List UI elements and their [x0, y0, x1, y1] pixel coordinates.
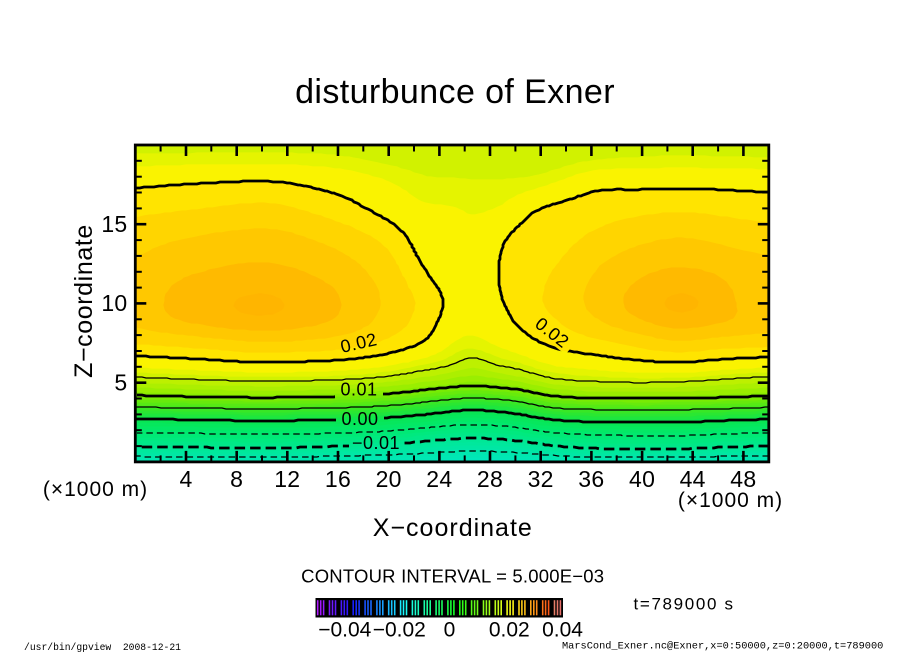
- svg-text:0.01: 0.01: [340, 380, 377, 400]
- svg-text:36: 36: [578, 466, 604, 492]
- svg-text:Z−coordinate: Z−coordinate: [70, 224, 98, 378]
- svg-text:12: 12: [274, 466, 300, 492]
- svg-text:5: 5: [114, 370, 127, 396]
- svg-text:28: 28: [477, 466, 503, 492]
- svg-text:40: 40: [629, 466, 655, 492]
- svg-text:(×1000 m): (×1000 m): [43, 478, 148, 501]
- svg-text:24: 24: [426, 466, 452, 492]
- svg-text:−0.02: −0.02: [373, 619, 426, 642]
- svg-text:MarsCond_Exner.nc@Exner,x=0:50: MarsCond_Exner.nc@Exner,x=0:50000,z=0:20…: [562, 641, 883, 653]
- svg-text:disturbunce of Exner: disturbunce of Exner: [295, 73, 615, 111]
- svg-text:4: 4: [179, 466, 192, 492]
- svg-text:0: 0: [444, 619, 456, 642]
- svg-text:0.04: 0.04: [542, 619, 583, 642]
- svg-text:48: 48: [730, 466, 756, 492]
- svg-text:10: 10: [101, 290, 127, 316]
- svg-text:/usr/bin/gpview 2008-12-21: /usr/bin/gpview 2008-12-21: [24, 642, 181, 653]
- svg-text:(×1000 m): (×1000 m): [678, 489, 783, 512]
- svg-text:t=789000 s: t=789000 s: [634, 595, 735, 614]
- svg-text:20: 20: [376, 466, 402, 492]
- svg-text:0.00: 0.00: [341, 409, 378, 429]
- svg-text:16: 16: [325, 466, 351, 492]
- svg-text:15: 15: [101, 211, 127, 237]
- svg-text:44: 44: [680, 466, 706, 492]
- svg-text:−0.01: −0.01: [352, 433, 400, 453]
- svg-text:8: 8: [230, 466, 243, 492]
- svg-text:32: 32: [528, 466, 554, 492]
- svg-text:CONTOUR INTERVAL = 5.000E−03: CONTOUR INTERVAL = 5.000E−03: [301, 566, 604, 587]
- svg-text:X−coordinate: X−coordinate: [373, 514, 533, 542]
- svg-text:0.02: 0.02: [489, 619, 530, 642]
- svg-text:−0.04: −0.04: [318, 619, 371, 642]
